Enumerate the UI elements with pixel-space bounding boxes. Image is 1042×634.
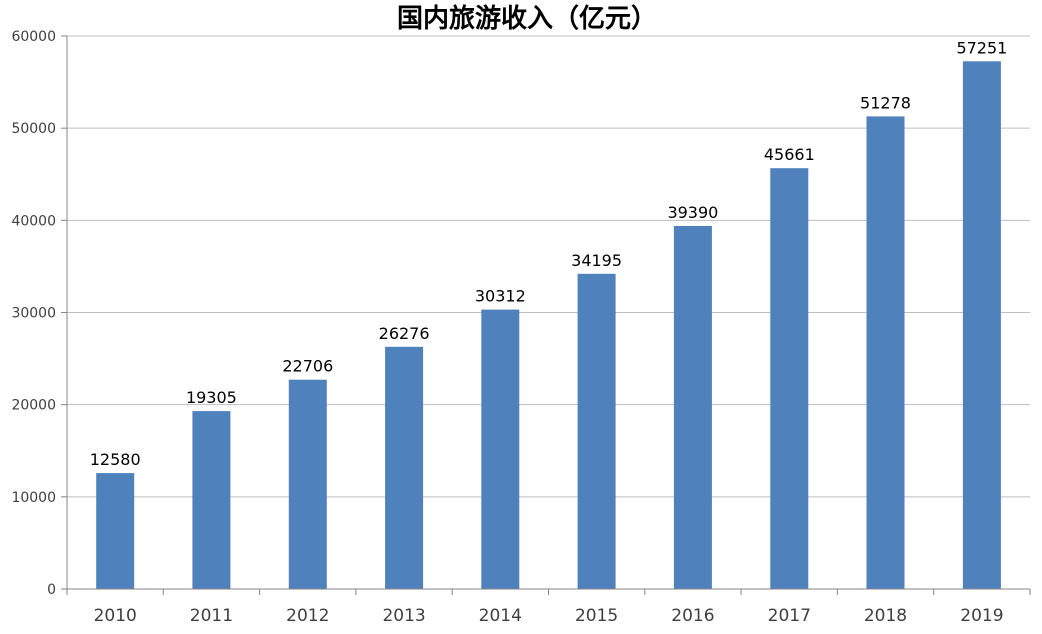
data-label-2013: 26276	[379, 324, 430, 343]
x-tick-label-2016: 2016	[671, 606, 714, 626]
data-label-2015: 34195	[571, 251, 622, 270]
x-tick-label-2015: 2015	[575, 606, 618, 626]
y-tick-label-60000: 60000	[11, 29, 56, 45]
data-label-2019: 57251	[956, 38, 1007, 57]
x-tick-label-2011: 2011	[190, 606, 233, 626]
data-label-2011: 19305	[186, 388, 237, 407]
y-tick-label-0: 0	[47, 582, 56, 598]
bar-2012	[288, 379, 327, 589]
data-label-2014: 30312	[475, 287, 526, 306]
data-label-2017: 45661	[764, 145, 815, 164]
data-label-2010: 12580	[90, 450, 141, 469]
y-tick-label-10000: 10000	[11, 490, 56, 506]
data-label-2016: 39390	[667, 203, 718, 222]
bar-2015	[577, 273, 616, 589]
x-tick-label-2017: 2017	[768, 606, 811, 626]
axes-group	[61, 35, 1031, 595]
x-tick-label-2014: 2014	[479, 606, 522, 626]
x-tick-label-2019: 2019	[960, 606, 1003, 626]
bar-2016	[673, 226, 712, 589]
data-label-2012: 22706	[282, 357, 333, 376]
labels-group: 12580 2010 19305 2011 22706 2012 26276 2013 3031…	[11, 29, 1007, 626]
bar-2013	[385, 346, 424, 589]
chart-title: 国内旅游收入（亿元）	[397, 4, 657, 34]
data-label-2018: 51278	[860, 93, 911, 112]
y-tick-label-50000: 50000	[11, 121, 56, 137]
bar-2011	[192, 411, 231, 589]
x-tick-label-2010: 2010	[94, 606, 137, 626]
bar-2019	[962, 61, 1001, 590]
y-tick-label-20000: 20000	[11, 398, 56, 414]
bar-2018	[866, 116, 905, 590]
bar-2017	[770, 168, 809, 589]
bar-2014	[481, 309, 520, 589]
bars-group	[96, 61, 1001, 590]
x-tick-label-2012: 2012	[286, 606, 329, 626]
y-tick-label-30000: 30000	[11, 306, 56, 322]
x-tick-label-2018: 2018	[864, 606, 907, 626]
y-tick-label-40000: 40000	[11, 213, 56, 229]
bar-2010	[96, 473, 135, 589]
x-tick-label-2013: 2013	[382, 606, 425, 626]
